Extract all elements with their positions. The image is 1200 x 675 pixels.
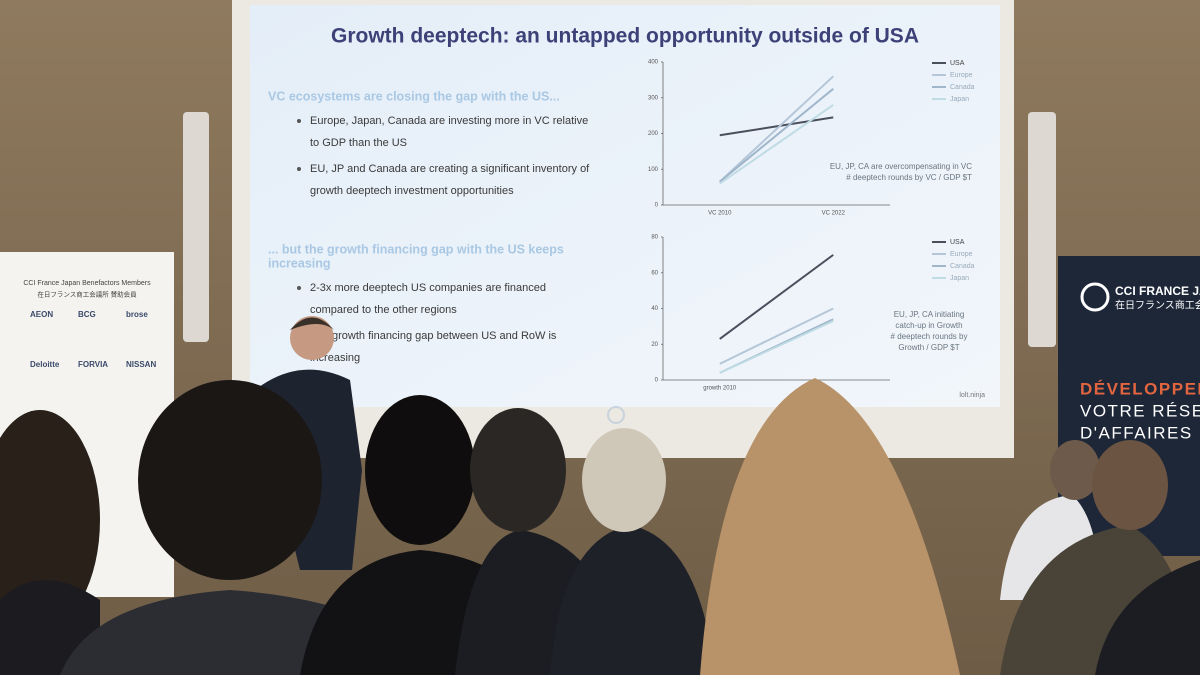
bullet-text: Europe, Japan, Canada are investing more… [310, 115, 588, 127]
banner-title: CCI FRANCE JAPAN [1115, 284, 1200, 298]
person-head [582, 428, 666, 532]
banner-line: DÉVELOPPER [1080, 379, 1200, 398]
person-head [470, 408, 566, 532]
legend-label: Canada [950, 84, 975, 91]
y-tick-label: 80 [651, 235, 658, 241]
person-body [550, 525, 715, 675]
chart-note: EU, JP, CA initiating [894, 310, 965, 319]
y-tick-label: 300 [648, 95, 659, 101]
legend-label: Japan [950, 96, 969, 103]
y-tick-label: 200 [648, 131, 659, 137]
legend-label: USA [950, 60, 965, 67]
person-body [1095, 560, 1200, 675]
person [0, 410, 100, 630]
y-tick-label: 0 [655, 203, 659, 209]
x-tick-label: growth 2010 [703, 386, 737, 392]
chart-note: catch-up in Growth [895, 321, 962, 330]
speaker-right [1028, 112, 1056, 347]
sponsor-logo: FORVIA [78, 360, 108, 369]
audience [0, 316, 1200, 675]
section-heading: VC ecosystems are closing the gap with t… [268, 89, 560, 103]
section-heading: increasing [268, 256, 331, 270]
sponsor-logo: AEON [30, 310, 53, 319]
bullet-text: growth deeptech investment opportunities [310, 185, 514, 197]
banner-line: D'AFFAIRES [1080, 423, 1193, 442]
y-tick-label: 0 [655, 378, 659, 384]
bullet-text: 2-3x more deeptech US companies are fina… [310, 282, 546, 294]
chart-note: # deeptech rounds by VC / GDP $T [846, 173, 972, 182]
series-line [719, 254, 834, 340]
x-tick-label: VC 2022 [822, 211, 846, 217]
presenter-hair [290, 317, 334, 330]
banner-subtitle: 在日フランス商工会 [1115, 299, 1200, 312]
y-tick-label: 20 [651, 342, 658, 348]
series-line [719, 307, 834, 365]
slide-logo [607, 406, 625, 424]
legend-label: USA [950, 239, 965, 246]
bullet-text: The growth financing gap between US and … [310, 330, 557, 342]
bullet-dot [297, 167, 301, 171]
sponsor-logo: BCG [78, 310, 96, 319]
chart-note: EU, JP, CA are overcompensating in VC [830, 162, 972, 171]
series-line [719, 75, 834, 183]
y-tick-label: 400 [648, 60, 659, 66]
slide [250, 5, 1000, 407]
banner-line: VOTRE RÉSE [1080, 401, 1200, 420]
bullet-text: EU, JP and Canada are creating a signifi… [310, 163, 590, 175]
person-head [1092, 440, 1168, 530]
series-line [719, 320, 834, 374]
y-tick-label: 60 [651, 270, 658, 276]
slide-content: Growth deeptech: an untapped opportunity… [268, 25, 985, 399]
y-tick-label: 100 [648, 167, 659, 173]
legend-label: Europe [950, 251, 973, 258]
section-heading: ... but the growth financing gap with th… [268, 242, 564, 256]
legend-label: Europe [950, 72, 973, 79]
logo-ring [1080, 282, 1110, 312]
banner-subtitle: 在日フランス商工会議所 賛助会員 [37, 290, 137, 299]
bullet-text: to GDP than the US [310, 137, 407, 149]
chart-note: # deeptech rounds by [891, 332, 968, 341]
person-hair [700, 378, 960, 675]
speaker-left [183, 112, 209, 342]
sponsor-logo: Deloitte [30, 360, 60, 369]
y-tick-label: 40 [651, 306, 658, 312]
presenter-head [290, 316, 334, 360]
legend-label: Canada [950, 263, 975, 270]
series-line [719, 116, 834, 137]
bullet-dot [297, 286, 301, 290]
slide-title: Growth deeptech: an untapped opportunity… [331, 25, 919, 48]
sponsor-logo: brose [126, 310, 148, 319]
person-head [365, 395, 475, 545]
series-line [719, 88, 834, 183]
person-head [1050, 440, 1100, 500]
series-line [719, 104, 834, 185]
bullet-dot [297, 119, 301, 123]
bullet-text: compared to the other regions [310, 304, 457, 316]
x-tick-label: VC 2010 [708, 211, 732, 217]
chart-note: Growth / GDP $T [898, 343, 959, 352]
legend-label: Japan [950, 275, 969, 282]
banner-title: CCI France Japan Benefactors Members [23, 280, 151, 287]
sponsor-logo: NISSAN [126, 360, 156, 369]
person-head [138, 380, 322, 580]
slide-source: lolt.ninja [959, 392, 985, 399]
